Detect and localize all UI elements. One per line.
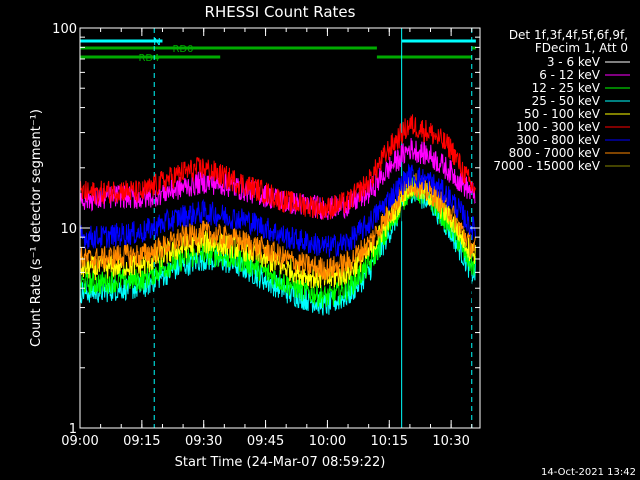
legend-entry: 800 - 7000 keV bbox=[509, 146, 601, 160]
x-tick-label: 09:00 bbox=[61, 434, 98, 449]
series-line bbox=[79, 114, 476, 220]
x-tick-label: 10:15 bbox=[371, 434, 408, 449]
flag-label: RD0 bbox=[172, 44, 193, 55]
y-axis-label: Count Rate (s⁻¹ detector segment⁻¹) bbox=[29, 109, 44, 347]
legend-entry: 300 - 800 keV bbox=[516, 133, 600, 147]
legend-entry: 12 - 25 keV bbox=[532, 81, 601, 95]
legend-entry: 6 - 12 keV bbox=[539, 68, 601, 82]
legend-entry: 3 - 6 keV bbox=[547, 55, 601, 69]
y-axis: 1 10 100 bbox=[52, 22, 480, 437]
series-line bbox=[79, 163, 476, 258]
flag-label: RD4 bbox=[138, 53, 159, 64]
timestamp: 14-Oct-2021 13:42 bbox=[541, 467, 636, 478]
legend-entry: 100 - 300 keV bbox=[516, 120, 600, 134]
y-tick-label: 1 bbox=[69, 422, 77, 437]
y-tick-label: 100 bbox=[52, 22, 77, 37]
series-lines bbox=[79, 114, 476, 344]
legend: Det 1f,3f,4f,5f,6f,9f, FDecim 1, Att 0 3… bbox=[493, 28, 630, 173]
x-tick-label: 10:00 bbox=[309, 434, 346, 449]
flag-label: N bbox=[153, 37, 160, 48]
legend-entry: 25 - 50 keV bbox=[532, 94, 601, 108]
series-line bbox=[79, 137, 476, 221]
chart-title: RHESSI Count Rates bbox=[205, 3, 356, 21]
legend-header-2: FDecim 1, Att 0 bbox=[535, 41, 628, 55]
x-tick-label: 09:15 bbox=[123, 434, 160, 449]
y-tick-label: 10 bbox=[60, 222, 77, 237]
legend-entry: 50 - 100 keV bbox=[524, 107, 601, 121]
x-tick-label: 10:30 bbox=[432, 434, 469, 449]
x-tick-label: 09:45 bbox=[247, 434, 284, 449]
legend-entry: 7000 - 15000 keV bbox=[493, 159, 600, 173]
x-tick-label: 09:30 bbox=[185, 434, 222, 449]
flag-bars: N RD0 RD4 bbox=[80, 37, 476, 64]
x-axis: 09:00 09:15 09:30 09:45 10:00 10:15 10:30 bbox=[61, 28, 473, 449]
legend-header-1: Det 1f,3f,4f,5f,6f,9f, bbox=[509, 28, 628, 42]
x-axis-label: Start Time (24-Mar-07 08:59:22) bbox=[175, 455, 386, 470]
